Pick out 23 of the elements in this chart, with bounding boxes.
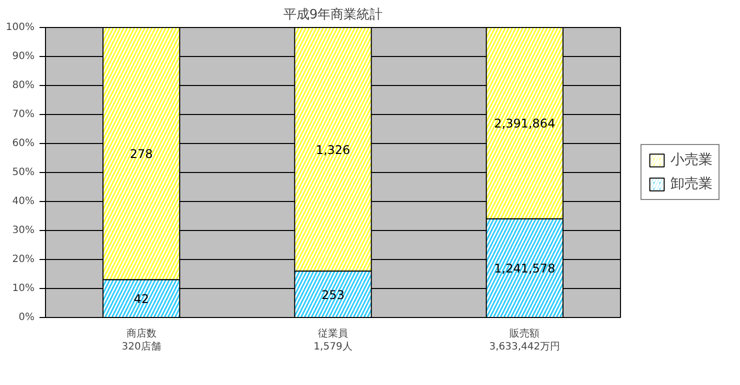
y-tick-label: 100% [6, 22, 35, 33]
chart-title: 平成9年商業統計 [283, 8, 383, 22]
y-tick-label: 40% [12, 196, 35, 207]
x-tick-label: 販売額 3,633,442万円 [489, 328, 560, 353]
y-tick-label: 20% [12, 254, 35, 265]
legend-label: 小売業 [670, 151, 712, 169]
y-tick-label: 70% [12, 109, 35, 120]
y-tick-label: 50% [12, 167, 35, 178]
x-tick-label: 商店数 320店舗 [122, 328, 161, 353]
annotation: 278 [130, 147, 153, 162]
annotation: 2,391,864 [494, 116, 556, 131]
annotation: 1,241,578 [494, 262, 556, 276]
y-tick-label: 60% [12, 138, 35, 149]
annotation: 1,326 [316, 142, 350, 157]
y-tick-label: 10% [12, 283, 35, 294]
y-tick-label: 30% [12, 225, 35, 236]
y-tick-label: 0% [18, 312, 35, 323]
annotation: 253 [322, 288, 344, 302]
legend-label: 卸売業 [670, 175, 712, 193]
annotation: 42 [134, 292, 149, 306]
y-tick-label: 80% [12, 80, 35, 91]
x-tick-label: 従業員 1,579人 [314, 328, 352, 353]
y-tick-label: 90% [12, 51, 35, 62]
